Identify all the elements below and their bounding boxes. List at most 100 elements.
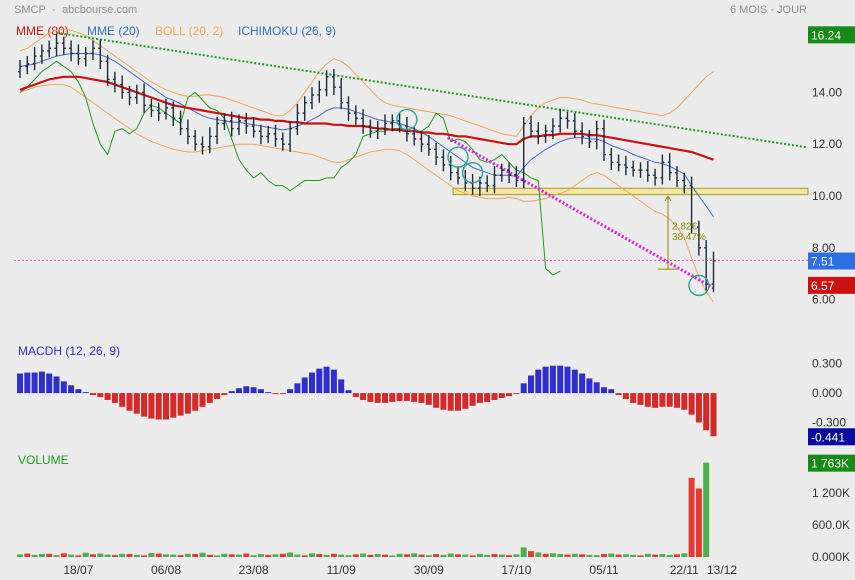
volume-bar	[455, 554, 461, 557]
x-tick-label: 23/08	[239, 563, 269, 577]
macd-bar	[294, 383, 301, 394]
macd-bar	[272, 393, 279, 395]
volume-bar	[462, 554, 469, 557]
x-tick-label: 22/11	[670, 563, 699, 577]
macd-bar	[579, 373, 586, 394]
macd-bar	[542, 366, 549, 394]
annotation-amount: 2.82€	[672, 222, 697, 233]
macd-bar	[111, 393, 118, 403]
volume-bar	[476, 553, 483, 557]
volume-bar	[703, 462, 710, 557]
macd-bar	[528, 375, 534, 394]
volume-bar	[622, 554, 629, 557]
macd-bar	[352, 393, 359, 398]
volume-bar	[46, 553, 53, 557]
macd-bar	[206, 393, 213, 403]
macd-tick-label: -0.300	[812, 415, 846, 429]
macd-bar	[411, 393, 418, 402]
macd-bar	[75, 389, 82, 394]
macd-bar	[615, 393, 622, 396]
volume-bar	[535, 552, 542, 557]
macd-bar	[593, 382, 600, 394]
header-period: 6 MOIS - JOUR	[730, 4, 807, 16]
macd-bar	[455, 393, 461, 411]
highlight-circle	[461, 161, 484, 184]
volume-bar	[75, 555, 82, 557]
macd-bar	[236, 388, 242, 394]
volume-bar	[330, 553, 337, 557]
legend-volume: VOLUME	[18, 453, 69, 467]
macd-bar	[396, 393, 403, 401]
volume-bar	[513, 554, 520, 557]
macd-bar	[24, 372, 31, 394]
macd-bar	[192, 393, 199, 411]
volume-bar	[593, 555, 600, 557]
volume-bar	[250, 555, 257, 557]
macd-bar	[257, 389, 264, 394]
macd-bar	[601, 387, 607, 394]
x-tick-label: 17/10	[501, 563, 531, 577]
macd-bar	[250, 387, 257, 394]
volume-bar	[338, 554, 345, 557]
legend-ichimoku: ICHIMOKU (26, 9)	[238, 24, 336, 38]
macd-bar	[710, 393, 717, 437]
volume-bar	[367, 554, 374, 557]
volume-bar	[440, 554, 447, 557]
macd-bar	[659, 393, 666, 407]
volume-bar	[243, 553, 250, 557]
price-tick-label: 12.00	[812, 137, 842, 151]
volume-bar	[491, 554, 498, 557]
macd-bar	[68, 385, 75, 394]
macd-bar	[184, 393, 191, 414]
macd-bar	[60, 381, 67, 394]
header-symbol: SMCP	[14, 4, 46, 16]
volume-bar	[644, 553, 651, 557]
macd-bar	[666, 393, 673, 407]
volume-bar	[688, 477, 695, 557]
volume-bar	[637, 555, 644, 557]
macd-bar	[637, 393, 644, 405]
support-zone	[452, 187, 809, 196]
macd-bar	[506, 393, 513, 397]
x-tick-label: 05/11	[589, 563, 618, 577]
volume-bar	[236, 554, 242, 557]
volume-bar	[630, 554, 637, 557]
macd-bar	[447, 393, 454, 411]
macd-bar	[622, 393, 629, 399]
macd-bar	[287, 389, 294, 394]
volume-bar	[549, 553, 556, 557]
volume-bar	[126, 554, 133, 557]
macd-bar	[177, 393, 184, 416]
volume-bar	[104, 554, 111, 557]
macd-bar	[279, 393, 286, 395]
volume-bar	[316, 554, 323, 557]
macd-bar	[265, 392, 272, 394]
macd-bar	[433, 393, 440, 408]
volume-bar	[469, 555, 476, 557]
volume-bar	[177, 555, 184, 557]
volume-bar	[542, 553, 549, 557]
volume-tick-label: 600.0K	[812, 518, 850, 532]
macd-bar	[703, 393, 710, 431]
macd-bar	[535, 369, 542, 394]
volume-tag-label: 1 763K	[811, 457, 849, 471]
volume-bar	[53, 555, 60, 557]
macd-bar	[301, 377, 308, 394]
volume-bar	[228, 554, 235, 557]
tag-high-label: 16.24	[811, 28, 841, 42]
volume-tick-label: 0.000K	[812, 550, 850, 564]
macd-bar	[90, 393, 96, 396]
legend-mme20: MME (20)	[87, 24, 140, 38]
macd-bar	[243, 386, 250, 394]
volume-bar	[418, 554, 425, 557]
volume-bar	[206, 554, 213, 557]
volume-bar	[681, 553, 688, 557]
macd-bar	[170, 393, 177, 418]
volume-bar	[155, 553, 162, 557]
volume-tick-label: 1 200K	[812, 486, 850, 500]
header-separator: -	[52, 4, 56, 16]
volume-panel: 0.000K 600.0K 1 200K 1 763K	[17, 454, 855, 564]
macd-bar	[126, 393, 133, 411]
macd-bar	[374, 393, 381, 403]
